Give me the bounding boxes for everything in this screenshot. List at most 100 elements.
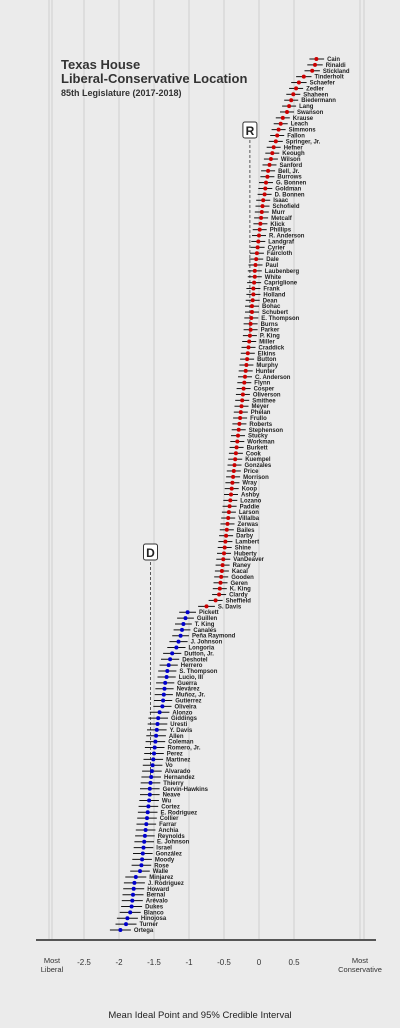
mean-point xyxy=(262,192,267,197)
mean-point xyxy=(183,616,188,621)
x-end-label-right: Conservative xyxy=(338,965,382,974)
mean-point xyxy=(233,457,238,462)
mean-point xyxy=(237,421,242,426)
mean-point xyxy=(160,704,165,709)
legislator-name: Fallon xyxy=(287,134,305,140)
legislator-name: Klick xyxy=(270,222,285,228)
legislator-row: Muñoz, Jr. xyxy=(154,692,206,699)
legislator-row: Lozano xyxy=(223,498,262,504)
legislator-name: Oliveira xyxy=(175,704,198,710)
mean-point xyxy=(217,586,222,591)
legislator-name: Frank xyxy=(263,287,280,293)
legislator-row: Canales xyxy=(173,627,217,634)
mean-point xyxy=(157,710,162,715)
mean-point xyxy=(219,574,224,579)
legislator-name: Cook xyxy=(246,451,262,457)
legislator-name: Dutton, Jr. xyxy=(184,651,214,657)
x-end-label-left: Liberal xyxy=(41,965,64,974)
mean-point xyxy=(275,133,280,138)
legislator-name: Dukes xyxy=(145,904,164,910)
legislator-name: Swanson xyxy=(297,110,324,116)
legislator-name: Shine xyxy=(235,545,252,551)
mean-point xyxy=(266,168,271,173)
legislator-name: T. King xyxy=(195,622,215,628)
legislator-row: Wilson xyxy=(263,157,301,163)
legislator-row: Longoria xyxy=(167,645,215,652)
mean-point xyxy=(176,639,181,644)
mean-point xyxy=(170,651,175,656)
legislator-row: Oliveira xyxy=(153,704,197,710)
legislator-row: Raney xyxy=(215,563,251,569)
legislator-row: Guerra xyxy=(156,680,198,687)
mean-point xyxy=(243,374,247,379)
legislator-name: Tinderholt xyxy=(315,75,344,81)
mean-point xyxy=(245,357,250,362)
legislator-name: Bailes xyxy=(237,528,255,534)
legislator-row: Wray xyxy=(225,480,258,487)
legislator-name: Kuempel xyxy=(245,457,271,463)
legislator-name: Burns xyxy=(261,322,279,328)
legislator-name: D. Bonnen xyxy=(275,192,305,198)
legislator-name: Darby xyxy=(236,534,254,540)
mean-point xyxy=(213,598,218,603)
legislator-name: Oliverson xyxy=(253,392,281,398)
mean-point xyxy=(259,210,264,215)
legislator-name: Zerwas xyxy=(238,522,259,528)
legislator-name: Bernal xyxy=(147,893,166,899)
legislator-name: Burkett xyxy=(247,445,268,451)
legislator-name: Uresti xyxy=(170,722,187,728)
legislator-row: Israel xyxy=(133,845,172,852)
mean-point xyxy=(124,922,128,927)
legislator-name: Collier xyxy=(160,816,179,822)
legislator-name: Koop xyxy=(242,487,258,493)
legislator-name: Gutierrez xyxy=(175,698,201,704)
party-markers: RD xyxy=(143,121,258,561)
chart-title: Texas House xyxy=(61,57,141,72)
x-tick-label: -1 xyxy=(185,958,193,967)
legislator-row: Murphy xyxy=(239,363,279,369)
mean-point xyxy=(162,686,167,691)
mean-point xyxy=(258,221,263,226)
legislator-row: S. Davis xyxy=(198,604,242,610)
mean-point xyxy=(291,92,296,97)
legislator-row: R. Anderson xyxy=(252,233,305,240)
legislator-name: Workman xyxy=(247,440,275,446)
legislator-row: Alonzo xyxy=(149,710,193,716)
mean-point xyxy=(247,339,252,344)
mean-point xyxy=(313,62,317,67)
legislator-name: Schubert xyxy=(262,310,288,316)
legislator-name: Allen xyxy=(169,734,184,740)
mean-point xyxy=(222,551,226,556)
legislator-name: Minjarez xyxy=(149,875,173,881)
legislator-row: Lucio, III xyxy=(157,674,203,681)
legislator-name: Walle xyxy=(153,869,169,875)
mean-point xyxy=(263,186,268,191)
legislator-row: E. Rodriguez xyxy=(137,810,197,816)
legislator-row: Craddick xyxy=(241,345,285,351)
mean-point xyxy=(231,474,236,479)
legislator-row: Gutierrez xyxy=(154,698,202,704)
legislator-row: Landgraf xyxy=(251,239,295,245)
mean-point xyxy=(235,439,240,444)
legislator-row: Arévalo xyxy=(121,898,168,905)
mean-point xyxy=(223,539,228,544)
legislator-row: Dutton, Jr. xyxy=(163,651,214,657)
legislator-row: Peña Raymond xyxy=(172,633,236,640)
legislator-row: Paul xyxy=(248,262,279,269)
mean-point xyxy=(141,845,146,850)
mean-point xyxy=(166,663,171,668)
legislator-name: Biedermann xyxy=(301,98,336,104)
legislator-name: Giddings xyxy=(171,716,198,722)
legislator-name: Dean xyxy=(263,298,278,304)
legislator-name: Sanford xyxy=(280,163,303,169)
mean-point xyxy=(154,733,159,738)
legislator-name: Parker xyxy=(261,328,280,334)
x-tick-label: -0.5 xyxy=(217,958,231,967)
legislator-name: Coleman xyxy=(168,740,194,746)
legislator-row: Krause xyxy=(275,115,314,122)
mean-point xyxy=(242,380,247,385)
legislator-row: González xyxy=(133,851,182,857)
legislator-name: Wilson xyxy=(281,157,301,163)
mean-point xyxy=(271,145,276,150)
legislator-name: Roberts xyxy=(249,422,272,428)
